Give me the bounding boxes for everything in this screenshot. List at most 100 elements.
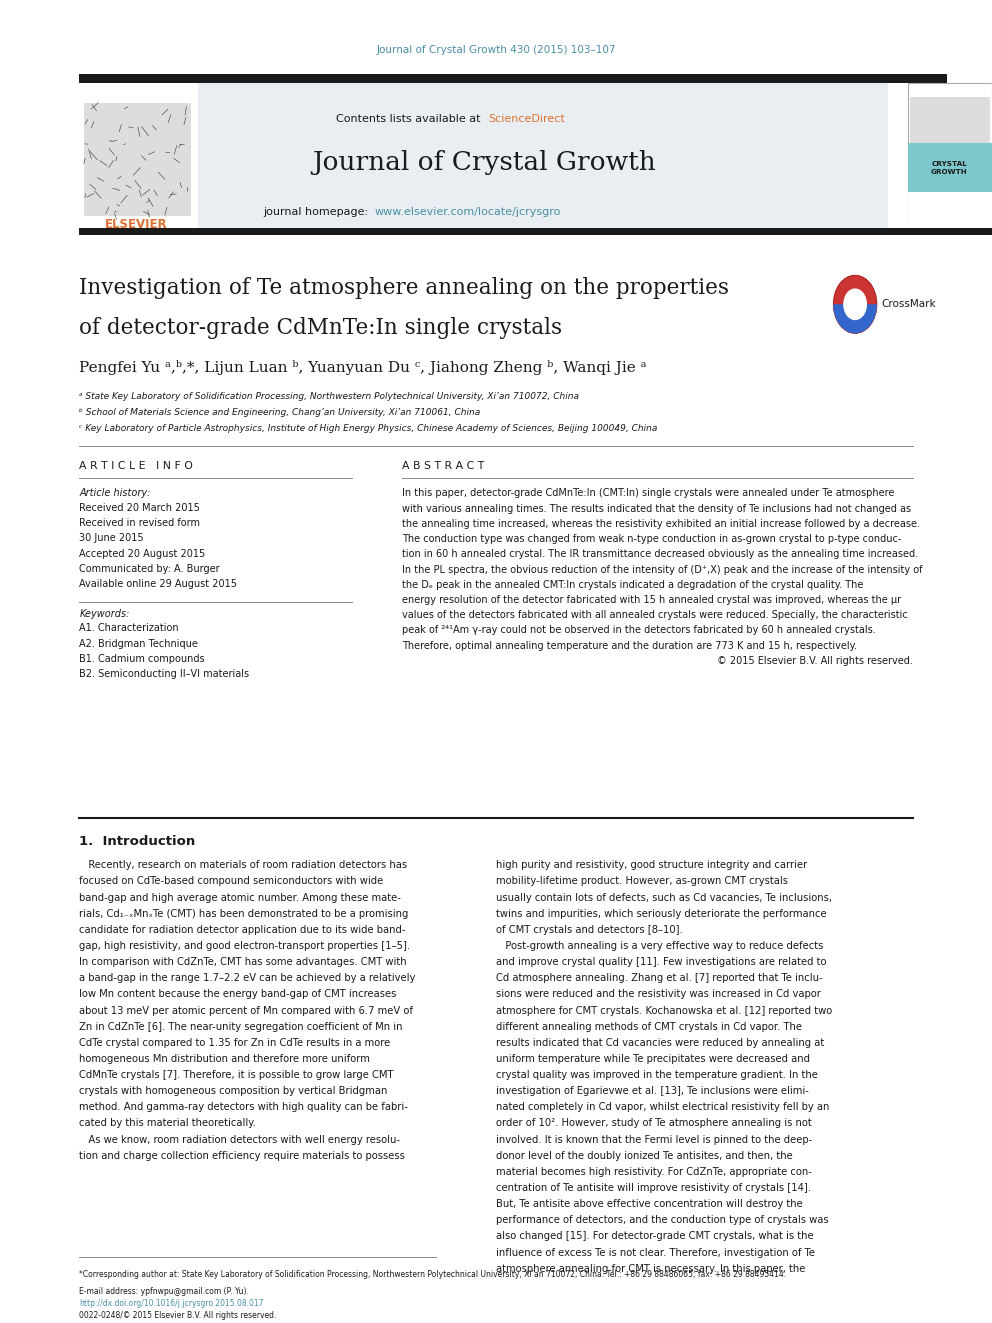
- Text: about 13 meV per atomic percent of Mn compared with 6.7 meV of: about 13 meV per atomic percent of Mn co…: [79, 1005, 414, 1016]
- Text: high purity and resistivity, good structure integrity and carrier: high purity and resistivity, good struct…: [496, 860, 807, 871]
- Text: also changed [15]. For detector-grade CMT crystals, what is the: also changed [15]. For detector-grade CM…: [496, 1232, 813, 1241]
- Text: usually contain lots of defects, such as Cd vacancies, Te inclusions,: usually contain lots of defects, such as…: [496, 893, 832, 902]
- Text: with various annealing times. The results indicated that the density of Te inclu: with various annealing times. The result…: [402, 504, 911, 513]
- Text: The conduction type was changed from weak n-type conduction in as-grown crystal : The conduction type was changed from wea…: [402, 534, 901, 544]
- Text: Therefore, optimal annealing temperature and the duration are 773 K and 15 h, re: Therefore, optimal annealing temperature…: [402, 640, 857, 651]
- Text: tion and charge collection efficiency require materials to possess: tion and charge collection efficiency re…: [79, 1151, 406, 1160]
- Text: A1. Characterization: A1. Characterization: [79, 623, 179, 634]
- Text: A2. Bridgman Technique: A2. Bridgman Technique: [79, 639, 198, 648]
- Text: www.elsevier.com/locate/jcrysgro: www.elsevier.com/locate/jcrysgro: [375, 206, 561, 217]
- Text: candidate for radiation detector application due to its wide band-: candidate for radiation detector applica…: [79, 925, 406, 935]
- Text: method. And gamma-ray detectors with high quality can be fabri-: method. And gamma-ray detectors with hig…: [79, 1102, 409, 1113]
- Text: twins and impurities, which seriously deteriorate the performance: twins and impurities, which seriously de…: [496, 909, 826, 918]
- Text: donor level of the doubly ionized Te antisites, and then, the: donor level of the doubly ionized Te ant…: [496, 1151, 793, 1160]
- Text: uniform temperature while Te precipitates were decreased and: uniform temperature while Te precipitate…: [496, 1054, 810, 1064]
- Text: CRYSTAL
GROWTH: CRYSTAL GROWTH: [930, 161, 968, 175]
- Text: E-mail address: ypfnwpu@gmail.com (P. Yu).: E-mail address: ypfnwpu@gmail.com (P. Yu…: [79, 1287, 249, 1295]
- Text: the annealing time increased, whereas the resistivity exhibited an initial incre: the annealing time increased, whereas th…: [402, 519, 920, 529]
- Text: But, Te antisite above effective concentration will destroy the: But, Te antisite above effective concent…: [496, 1199, 803, 1209]
- Text: CrossMark: CrossMark: [881, 299, 935, 310]
- Text: material becomes high resistivity. For CdZnTe, appropriate con-: material becomes high resistivity. For C…: [496, 1167, 811, 1177]
- Text: 0022-0248/© 2015 Elsevier B.V. All rights reserved.: 0022-0248/© 2015 Elsevier B.V. All right…: [79, 1311, 277, 1319]
- Text: ᶜ Key Laboratory of Particle Astrophysics, Institute of High Energy Physics, Chi: ᶜ Key Laboratory of Particle Astrophysic…: [79, 425, 658, 433]
- Text: order of 10². However, study of Te atmosphere annealing is not: order of 10². However, study of Te atmos…: [496, 1118, 811, 1129]
- Text: different annealing methods of CMT crystals in Cd vapor. The: different annealing methods of CMT cryst…: [496, 1021, 802, 1032]
- Text: Communicated by: A. Burger: Communicated by: A. Burger: [79, 564, 220, 574]
- Text: peak of ²⁴¹Am γ-ray could not be observed in the detectors fabricated by 60 h an: peak of ²⁴¹Am γ-ray could not be observe…: [402, 626, 876, 635]
- Text: CdTe crystal compared to 1.35 for Zn in CdTe results in a more: CdTe crystal compared to 1.35 for Zn in …: [79, 1037, 391, 1048]
- Text: influence of excess Te is not clear. Therefore, investigation of Te: influence of excess Te is not clear. The…: [496, 1248, 815, 1258]
- Text: Keywords:: Keywords:: [79, 609, 130, 619]
- Text: results indicated that Cd vacancies were reduced by annealing at: results indicated that Cd vacancies were…: [496, 1037, 824, 1048]
- Text: tion in 60 h annealed crystal. The IR transmittance decreased obviously as the a: tion in 60 h annealed crystal. The IR tr…: [402, 549, 918, 560]
- Bar: [79, 74, 947, 83]
- Text: In the PL spectra, the obvious reduction of the intensity of (D⁺,X) peak and the: In the PL spectra, the obvious reduction…: [402, 565, 923, 574]
- Text: Accepted 20 August 2015: Accepted 20 August 2015: [79, 549, 205, 558]
- Circle shape: [833, 275, 877, 333]
- Text: investigation of Egarievwe et al. [13], Te inclusions were elimi-: investigation of Egarievwe et al. [13], …: [496, 1086, 808, 1097]
- Text: B2. Semiconducting II–VI materials: B2. Semiconducting II–VI materials: [79, 669, 249, 679]
- Text: atmosphere annealing for CMT is necessary. In this paper, the: atmosphere annealing for CMT is necessar…: [496, 1263, 806, 1274]
- Bar: [84, 103, 191, 216]
- Text: A B S T R A C T: A B S T R A C T: [402, 460, 484, 471]
- Text: crystal quality was improved in the temperature gradient. In the: crystal quality was improved in the temp…: [496, 1070, 817, 1080]
- Text: values of the detectors fabricated with all annealed crystals were reduced. Spec: values of the detectors fabricated with …: [402, 610, 908, 620]
- Text: © 2015 Elsevier B.V. All rights reserved.: © 2015 Elsevier B.V. All rights reserved…: [717, 656, 913, 665]
- Text: Article history:: Article history:: [79, 488, 151, 499]
- Text: In comparison with CdZnTe, CMT has some advantages. CMT with: In comparison with CdZnTe, CMT has some …: [79, 957, 407, 967]
- Text: involved. It is known that the Fermi level is pinned to the deep-: involved. It is known that the Fermi lev…: [496, 1135, 812, 1144]
- Text: crystals with homogeneous composition by vertical Bridgman: crystals with homogeneous composition by…: [79, 1086, 388, 1097]
- Text: Pengfei Yu ᵃ,ᵇ,*, Lijun Luan ᵇ, Yuanyuan Du ᶜ, Jiahong Zheng ᵇ, Wanqi Jie ᵃ: Pengfei Yu ᵃ,ᵇ,*, Lijun Luan ᵇ, Yuanyuan…: [79, 360, 647, 376]
- Text: band-gap and high average atomic number. Among these mate-: band-gap and high average atomic number.…: [79, 893, 401, 902]
- Text: gap, high resistivity, and good electron-transport properties [1–5].: gap, high resistivity, and good electron…: [79, 941, 411, 951]
- Text: Journal of Crystal Growth: Journal of Crystal Growth: [312, 151, 656, 175]
- Text: Contents lists available at: Contents lists available at: [336, 114, 484, 124]
- Circle shape: [843, 288, 867, 320]
- Text: Available online 29 August 2015: Available online 29 August 2015: [79, 579, 237, 589]
- Bar: [79, 83, 198, 232]
- Text: Received 20 March 2015: Received 20 March 2015: [79, 503, 200, 513]
- Text: centration of Te antisite will improve resistivity of crystals [14].: centration of Te antisite will improve r…: [496, 1183, 811, 1193]
- Text: rials, Cd₁₋ₓMnₓTe (CMT) has been demonstrated to be a promising: rials, Cd₁₋ₓMnₓTe (CMT) has been demonst…: [79, 909, 409, 918]
- Text: Cd atmosphere annealing. Zhang et al. [7] reported that Te inclu-: Cd atmosphere annealing. Zhang et al. [7…: [496, 974, 822, 983]
- Text: nated completely in Cd vapor, whilst electrical resistivity fell by an: nated completely in Cd vapor, whilst ele…: [496, 1102, 829, 1113]
- Text: *Corresponding author at: State Key Laboratory of Solidification Processing, Nor: *Corresponding author at: State Key Labo…: [79, 1270, 787, 1279]
- Text: ScienceDirect: ScienceDirect: [488, 114, 564, 124]
- Bar: [908, 143, 992, 192]
- Text: Investigation of Te atmosphere annealing on the properties: Investigation of Te atmosphere annealing…: [79, 278, 729, 299]
- Bar: [79, 228, 992, 235]
- Text: 30 June 2015: 30 June 2015: [79, 533, 144, 544]
- Text: CdMnTe crystals [7]. Therefore, it is possible to grow large CMT: CdMnTe crystals [7]. Therefore, it is po…: [79, 1070, 394, 1080]
- Text: As we know, room radiation detectors with well energy resolu-: As we know, room radiation detectors wit…: [79, 1135, 401, 1144]
- Text: cated by this material theoretically.: cated by this material theoretically.: [79, 1118, 256, 1129]
- Bar: [198, 83, 888, 232]
- Text: performance of detectors, and the conduction type of crystals was: performance of detectors, and the conduc…: [496, 1216, 828, 1225]
- Text: http://dx.doi.org/10.1016/j.jcrysgro.2015.08.017: http://dx.doi.org/10.1016/j.jcrysgro.201…: [79, 1299, 264, 1307]
- Text: Zn in CdZnTe [6]. The near-unity segregation coefficient of Mn in: Zn in CdZnTe [6]. The near-unity segrega…: [79, 1021, 403, 1032]
- Text: Received in revised form: Received in revised form: [79, 519, 200, 528]
- Text: ᵃ State Key Laboratory of Solidification Processing, Northwestern Polytechnical : ᵃ State Key Laboratory of Solidification…: [79, 393, 579, 401]
- Text: low Mn content because the energy band-gap of CMT increases: low Mn content because the energy band-g…: [79, 990, 397, 999]
- Text: Recently, research on materials of room radiation detectors has: Recently, research on materials of room …: [79, 860, 408, 871]
- Bar: [908, 83, 992, 232]
- Text: Journal of Crystal Growth 430 (2015) 103–107: Journal of Crystal Growth 430 (2015) 103…: [376, 45, 616, 56]
- Text: sions were reduced and the resistivity was increased in Cd vapor: sions were reduced and the resistivity w…: [496, 990, 820, 999]
- Text: energy resolution of the detector fabricated with 15 h annealed crystal was impr: energy resolution of the detector fabric…: [402, 595, 901, 605]
- Text: ᵇ School of Materials Science and Engineering, Chang’an University, Xi’an 710061: ᵇ School of Materials Science and Engine…: [79, 409, 480, 417]
- Text: of CMT crystals and detectors [8–10].: of CMT crystals and detectors [8–10].: [496, 925, 682, 935]
- Text: focused on CdTe-based compound semiconductors with wide: focused on CdTe-based compound semicondu…: [79, 876, 384, 886]
- Text: A R T I C L E   I N F O: A R T I C L E I N F O: [79, 460, 193, 471]
- Text: Post-growth annealing is a very effective way to reduce defects: Post-growth annealing is a very effectiv…: [496, 941, 823, 951]
- Text: a band-gap in the range 1.7–2.2 eV can be achieved by a relatively: a band-gap in the range 1.7–2.2 eV can b…: [79, 974, 416, 983]
- Text: ELSEVIER: ELSEVIER: [104, 218, 168, 232]
- Text: and improve crystal quality [11]. Few investigations are related to: and improve crystal quality [11]. Few in…: [496, 957, 826, 967]
- Text: 1.  Introduction: 1. Introduction: [79, 835, 195, 848]
- Bar: [908, 192, 992, 232]
- Text: mobility-lifetime product. However, as-grown CMT crystals: mobility-lifetime product. However, as-g…: [496, 876, 788, 886]
- Text: journal homepage:: journal homepage:: [263, 206, 372, 217]
- Bar: [910, 97, 990, 143]
- Text: homogeneous Mn distribution and therefore more uniform: homogeneous Mn distribution and therefor…: [79, 1054, 370, 1064]
- Wedge shape: [833, 304, 877, 333]
- Text: the Dₑ peak in the annealed CMT:In crystals indicated a degradation of the cryst: the Dₑ peak in the annealed CMT:In cryst…: [402, 579, 863, 590]
- Text: atmosphere for CMT crystals. Kochanowska et al. [12] reported two: atmosphere for CMT crystals. Kochanowska…: [496, 1005, 832, 1016]
